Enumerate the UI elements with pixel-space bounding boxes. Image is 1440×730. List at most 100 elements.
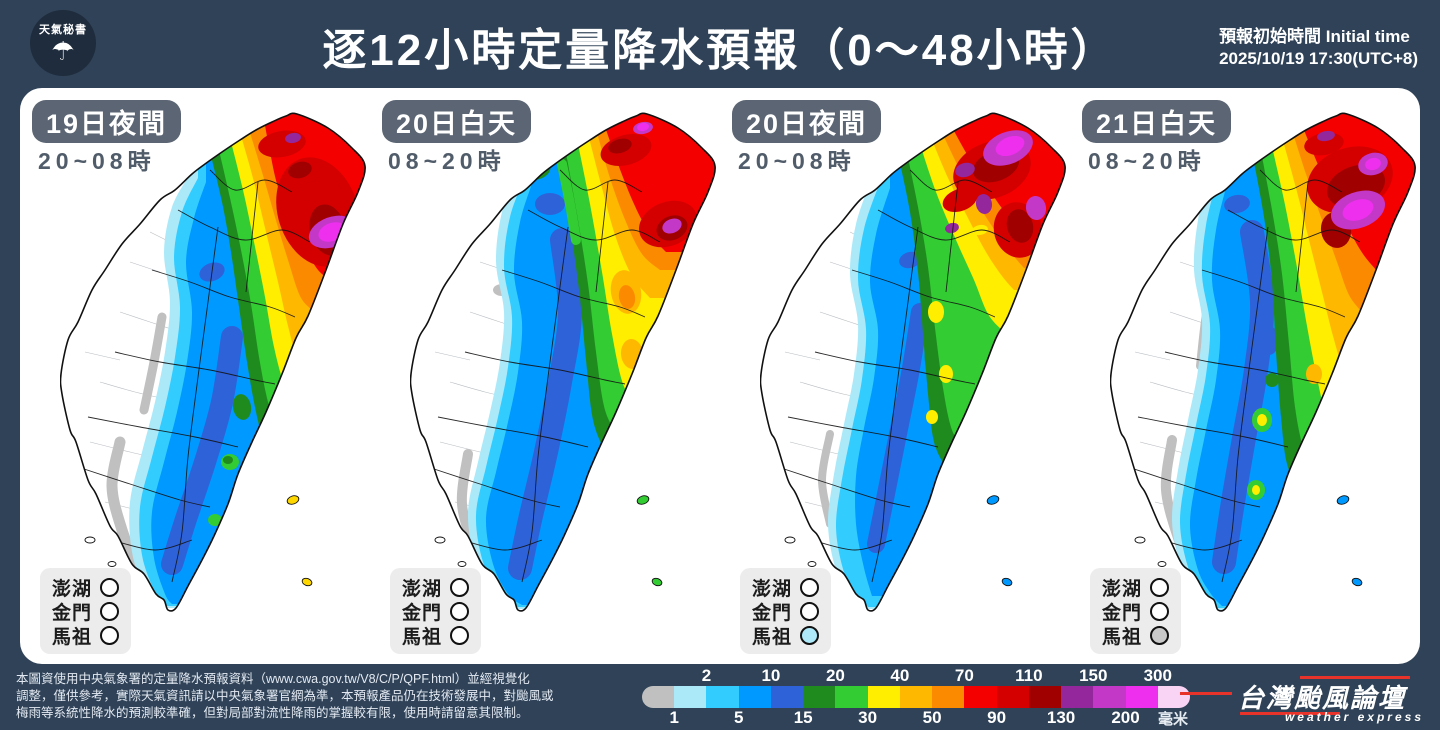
legend-value-label: 15	[793, 708, 813, 727]
island-status-dot	[800, 601, 820, 621]
logo-text: 天氣秘書	[39, 24, 87, 36]
weather-secretary-logo: 天氣秘書 ☂	[30, 10, 96, 76]
initial-time-label: 預報初始時間 Initial time	[1219, 27, 1410, 46]
disclaimer-text: 本圖資使用中央氣象署的定量降水預報資料（www.cwa.gov.tw/V8/C/…	[16, 672, 554, 720]
legend-color-segment	[899, 686, 933, 708]
island-row-澎湖: 澎湖	[1102, 575, 1170, 600]
island-row-馬祖: 馬祖	[52, 623, 120, 648]
legend-value-label: 70	[954, 666, 974, 685]
brand-red-topline	[1300, 676, 1410, 679]
island-row-馬祖: 馬祖	[402, 623, 470, 648]
legend-value-label: 1	[669, 708, 679, 727]
legend-value-label: 90	[987, 708, 1007, 727]
brand-red-dash	[1180, 692, 1232, 695]
legend-value-label: 40	[890, 666, 910, 685]
legend-color-segment	[642, 686, 675, 708]
legend-color-segment	[674, 686, 707, 708]
brand-sub-text: weather express	[1284, 710, 1424, 724]
legend-color-segment	[706, 686, 739, 708]
legend-unit: 毫米	[1157, 711, 1188, 728]
forecast-panel-4: 21日白天 08~20時澎湖 金門 馬祖	[1070, 88, 1420, 664]
legend-color-segment	[803, 686, 836, 708]
island-label: 金門	[402, 602, 443, 624]
offshore-islands-legend: 澎湖 金門 馬祖	[40, 568, 132, 654]
legend-value-label: 10	[761, 666, 781, 685]
legend-color-segment	[964, 686, 997, 708]
offshore-islands-legend: 澎湖 金門 馬祖	[390, 568, 482, 654]
panel-period-badge: 20日白天	[382, 100, 532, 143]
legend-color-segment	[770, 686, 804, 708]
legend-color-segment	[1093, 686, 1126, 708]
island-label: 馬祖	[1102, 626, 1143, 648]
island-label: 澎湖	[1102, 578, 1143, 600]
initial-time-value: 2025/10/19 17:30(UTC+8)	[1219, 49, 1418, 69]
legend-value-label: 5	[733, 708, 744, 727]
legend-value-label: 150	[1079, 666, 1108, 685]
precip-color-scale: 2 10 20 40 70 110 150 300 毫米 1 5 15 30 50 90 130 200	[642, 666, 1190, 728]
panel-period-badge: 19日夜間	[32, 100, 182, 143]
legend-value-label: 130	[1046, 708, 1076, 727]
island-row-澎湖: 澎湖	[402, 575, 470, 600]
footer: 本圖資使用中央氣象署的定量降水預報資料（www.cwa.gov.tw/V8/C/…	[0, 664, 1440, 730]
initial-time-block: 預報初始時間 Initial time 2025/10/19 17:30(UTC…	[1219, 26, 1418, 70]
taiwan-typhoon-forum-logo: 台灣颱風論壇 weather express	[1180, 674, 1424, 724]
legend-value-label: 20	[825, 666, 845, 685]
legend-color-bar	[642, 686, 1190, 708]
island-status-dot	[100, 577, 120, 597]
legend-color-segment	[932, 686, 965, 708]
offshore-islands-legend: 澎湖 金門 馬祖	[1090, 568, 1182, 654]
legend-top-labels: 2 10 20 40 70 110 150 300	[642, 666, 1190, 686]
island-row-金門: 金門	[52, 599, 120, 624]
brand-red-underline	[1240, 712, 1340, 715]
island-status-dot	[800, 625, 820, 645]
island-row-馬祖: 馬祖	[752, 623, 820, 648]
island-label: 金門	[752, 602, 793, 624]
island-status-dot	[450, 577, 470, 597]
island-row-金門: 金門	[1102, 599, 1170, 624]
island-status-dot	[100, 601, 120, 621]
island-status-dot	[100, 625, 120, 645]
island-label: 澎湖	[52, 578, 93, 600]
island-label: 馬祖	[52, 626, 93, 648]
island-status-dot	[1150, 625, 1170, 645]
legend-color-segment	[867, 686, 900, 708]
island-row-馬祖: 馬祖	[1102, 623, 1170, 648]
legend-value-label: 110	[1015, 666, 1043, 685]
island-label: 澎湖	[752, 578, 793, 600]
island-label: 金門	[1102, 602, 1143, 624]
page-title: 逐12小時定量降水預報（0～48小時）	[322, 26, 1118, 75]
legend-value-label: 200	[1111, 708, 1140, 727]
island-status-dot	[800, 577, 820, 597]
legend-color-segment	[738, 686, 771, 708]
legend-color-segment	[996, 686, 1029, 708]
header: 天氣秘書 ☂ 逐12小時定量降水預報（0～48小時） 預報初始時間 Initia…	[0, 0, 1440, 88]
legend-color-segment	[1028, 686, 1062, 708]
island-status-dot	[450, 601, 470, 621]
panel-time-range: 20~08時	[38, 148, 156, 174]
forecast-panel-2: 20日白天 08~20時澎湖 金門 馬祖	[370, 88, 720, 664]
umbrella-rain-icon: ☂	[51, 36, 75, 66]
legend-value-label: 30	[858, 708, 878, 727]
precip-map-panel-3	[760, 112, 1066, 612]
legend-bottom-labels: 毫米 1 5 15 30 50 90 130 200	[642, 708, 1190, 728]
offshore-islands-legend: 澎湖 金門 馬祖	[740, 568, 832, 654]
legend-value-label: 2	[701, 666, 712, 685]
island-status-dot	[1150, 601, 1170, 621]
forecast-panel-3: 20日夜間 20~08時澎湖 金門 馬祖	[720, 88, 1070, 664]
legend-color-segment	[1125, 686, 1158, 708]
panel-period-badge: 21日白天	[1082, 100, 1232, 143]
panel-time-range: 08~20時	[1088, 148, 1206, 174]
panel-time-range: 08~20時	[388, 148, 506, 174]
island-row-金門: 金門	[752, 599, 820, 624]
island-label: 馬祖	[402, 626, 443, 648]
panel-period-badge: 20日夜間	[732, 100, 882, 143]
panel-time-range: 20~08時	[738, 148, 856, 174]
forecast-panel-1: 19日夜間 20~08時澎湖 金門 馬祖	[20, 88, 370, 664]
brand-main-text: 台灣颱風論壇	[1238, 683, 1407, 713]
forecast-card: 19日夜間 20~08時 澎湖 金門 馬祖 20日白天 08~20時 澎湖 金門 馬祖 20日夜間 2…	[20, 88, 1420, 664]
island-status-dot	[1150, 577, 1170, 597]
legend-color-segment	[1061, 686, 1094, 708]
precip-map-panel-4	[1110, 112, 1416, 612]
island-label: 金門	[52, 602, 93, 624]
island-status-dot	[450, 625, 470, 645]
